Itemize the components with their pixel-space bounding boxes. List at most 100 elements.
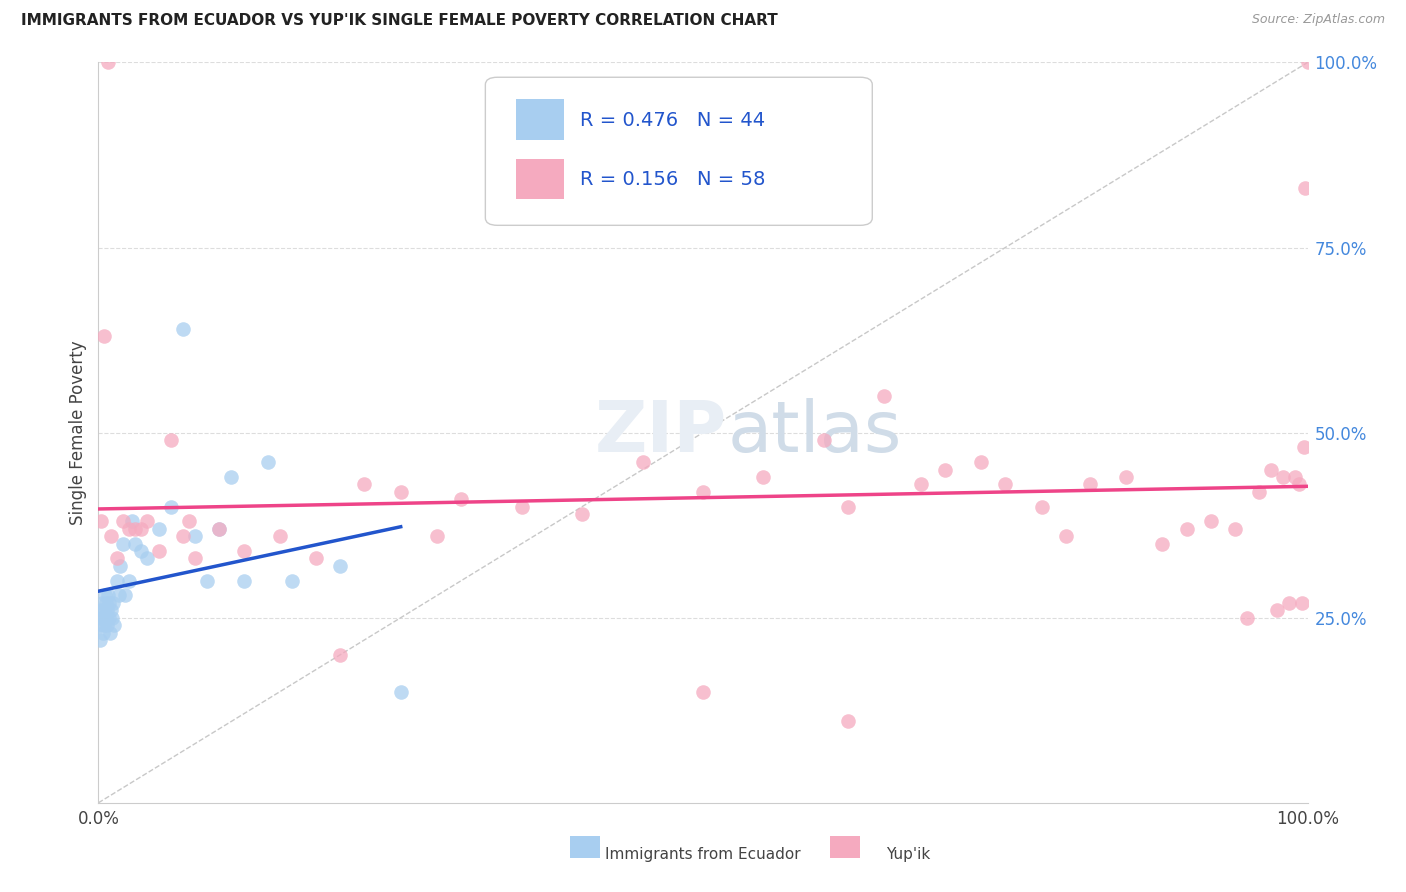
Point — [105, 574, 128, 588]
Point — [426, 529, 449, 543]
Point — [389, 484, 412, 499]
Point — [1175, 522, 1198, 536]
Point — [1272, 470, 1295, 484]
Point — [93, 618, 115, 632]
Point — [91, 625, 114, 640]
Point — [1278, 596, 1301, 610]
Point — [105, 551, 128, 566]
Point — [813, 433, 835, 447]
Point — [97, 55, 120, 70]
Point — [571, 507, 593, 521]
Point — [90, 603, 112, 617]
Point — [118, 522, 141, 536]
Point — [1031, 500, 1053, 514]
Point — [124, 522, 146, 536]
Point — [208, 522, 231, 536]
Point — [121, 515, 143, 529]
Point — [873, 388, 896, 402]
Point — [1152, 536, 1174, 550]
Point — [89, 618, 111, 632]
Point — [994, 477, 1017, 491]
Point — [90, 610, 112, 624]
Point — [129, 544, 152, 558]
Point — [1236, 610, 1258, 624]
Point — [510, 500, 533, 514]
Point — [172, 529, 194, 543]
Text: IMMIGRANTS FROM ECUADOR VS YUP'IK SINGLE FEMALE POVERTY CORRELATION CHART: IMMIGRANTS FROM ECUADOR VS YUP'IK SINGLE… — [21, 13, 778, 29]
FancyBboxPatch shape — [830, 836, 860, 858]
Point — [232, 544, 254, 558]
Point — [114, 589, 136, 603]
Point — [172, 322, 194, 336]
Point — [96, 618, 118, 632]
Point — [129, 522, 152, 536]
Point — [1249, 484, 1271, 499]
Point — [837, 500, 859, 514]
Point — [1267, 603, 1289, 617]
Point — [329, 648, 352, 662]
Point — [184, 551, 207, 566]
Point — [160, 500, 183, 514]
Point — [910, 477, 932, 491]
Point — [111, 515, 134, 529]
Point — [101, 596, 124, 610]
Point — [1288, 477, 1310, 491]
Point — [208, 522, 231, 536]
Point — [108, 558, 131, 573]
Point — [135, 515, 157, 529]
Point — [1078, 477, 1101, 491]
Point — [96, 603, 118, 617]
Point — [269, 529, 291, 543]
Text: atlas: atlas — [727, 398, 901, 467]
Point — [450, 492, 472, 507]
Point — [160, 433, 183, 447]
Point — [184, 529, 207, 543]
Point — [631, 455, 654, 469]
Point — [353, 477, 375, 491]
Point — [118, 574, 141, 588]
Point — [1296, 55, 1319, 70]
Point — [1260, 462, 1282, 476]
Point — [329, 558, 352, 573]
Point — [195, 574, 218, 588]
Point — [934, 462, 956, 476]
Point — [281, 574, 304, 588]
FancyBboxPatch shape — [485, 78, 872, 226]
Point — [100, 529, 122, 543]
Text: Yup'ik: Yup'ik — [886, 847, 931, 863]
Point — [752, 470, 775, 484]
Point — [179, 515, 201, 529]
Point — [94, 589, 117, 603]
Point — [692, 685, 714, 699]
Point — [94, 610, 117, 624]
Point — [90, 515, 112, 529]
FancyBboxPatch shape — [516, 99, 564, 140]
Point — [103, 618, 125, 632]
Text: Immigrants from Ecuador: Immigrants from Ecuador — [605, 847, 801, 863]
Point — [97, 589, 120, 603]
Point — [389, 685, 412, 699]
Point — [232, 574, 254, 588]
Point — [1054, 529, 1077, 543]
Point — [135, 551, 157, 566]
Point — [108, 589, 131, 603]
Point — [91, 610, 114, 624]
Point — [100, 603, 122, 617]
Y-axis label: Single Female Poverty: Single Female Poverty — [69, 341, 87, 524]
Point — [692, 484, 714, 499]
Point — [91, 596, 114, 610]
Point — [148, 544, 170, 558]
FancyBboxPatch shape — [516, 159, 564, 200]
Point — [1223, 522, 1246, 536]
Point — [96, 596, 118, 610]
Text: Source: ZipAtlas.com: Source: ZipAtlas.com — [1251, 13, 1385, 27]
Point — [93, 603, 115, 617]
Point — [97, 610, 120, 624]
Point — [148, 522, 170, 536]
Point — [1294, 181, 1316, 195]
Text: ZIP: ZIP — [595, 398, 727, 467]
Text: R = 0.476   N = 44: R = 0.476 N = 44 — [579, 111, 765, 129]
Point — [1115, 470, 1137, 484]
Point — [837, 714, 859, 729]
Point — [98, 596, 121, 610]
